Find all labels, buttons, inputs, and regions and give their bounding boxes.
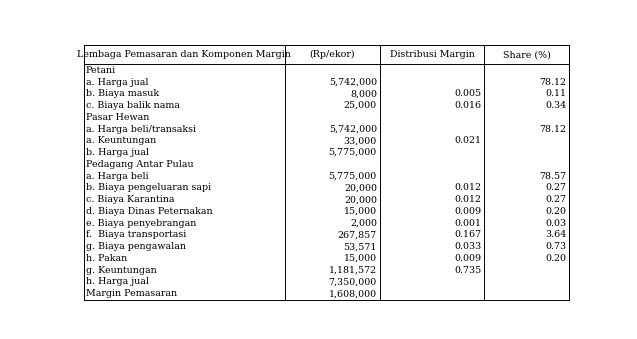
- Text: a. Harga beli: a. Harga beli: [85, 172, 148, 181]
- Text: 0.016: 0.016: [454, 101, 482, 110]
- Text: 0.021: 0.021: [454, 136, 482, 145]
- Text: 5,775,000: 5,775,000: [329, 172, 377, 181]
- Text: 20,000: 20,000: [344, 195, 377, 204]
- Text: 20,000: 20,000: [344, 183, 377, 193]
- Text: Pedagang Antar Pulau: Pedagang Antar Pulau: [85, 160, 193, 169]
- Text: 5,742,000: 5,742,000: [329, 125, 377, 134]
- Text: 0.167: 0.167: [454, 231, 482, 239]
- Text: 78.57: 78.57: [540, 172, 566, 181]
- Text: 0.20: 0.20: [545, 207, 566, 216]
- Text: 0.73: 0.73: [545, 242, 566, 251]
- Text: 78.12: 78.12: [540, 78, 566, 87]
- Text: 0.03: 0.03: [545, 219, 566, 228]
- Text: 15,000: 15,000: [344, 207, 377, 216]
- Text: 0.20: 0.20: [545, 254, 566, 263]
- Text: 1,181,572: 1,181,572: [329, 266, 377, 275]
- Text: 0.27: 0.27: [545, 195, 566, 204]
- Text: 7,350,000: 7,350,000: [329, 278, 377, 286]
- Text: a. Harga jual: a. Harga jual: [85, 78, 148, 87]
- Text: h. Pakan: h. Pakan: [85, 254, 127, 263]
- Text: 3.64: 3.64: [545, 231, 566, 239]
- Text: (Rp/ekor): (Rp/ekor): [310, 50, 355, 59]
- Text: f.  Biaya transportasi: f. Biaya transportasi: [85, 231, 186, 239]
- Text: g. Biaya pengawalan: g. Biaya pengawalan: [85, 242, 185, 251]
- Text: Petani: Petani: [85, 66, 116, 75]
- Text: Margin Pemasaran: Margin Pemasaran: [85, 289, 176, 298]
- Text: g. Keuntungan: g. Keuntungan: [85, 266, 156, 275]
- Text: 5,742,000: 5,742,000: [329, 78, 377, 87]
- Text: 0.012: 0.012: [454, 195, 482, 204]
- Text: b. Harga jual: b. Harga jual: [85, 148, 148, 157]
- Text: e. Biaya penyebrangan: e. Biaya penyebrangan: [85, 219, 196, 228]
- Text: 0.009: 0.009: [454, 254, 482, 263]
- Text: 8,000: 8,000: [350, 89, 377, 98]
- Text: 0.012: 0.012: [454, 183, 482, 193]
- Text: 0.009: 0.009: [454, 207, 482, 216]
- Text: 0.735: 0.735: [454, 266, 482, 275]
- Text: c. Biaya Karantina: c. Biaya Karantina: [85, 195, 174, 204]
- Text: Distribusi Margin: Distribusi Margin: [390, 50, 475, 59]
- Text: a. Keuntungan: a. Keuntungan: [85, 136, 156, 145]
- Text: 0.033: 0.033: [454, 242, 482, 251]
- Text: Pasar Hewan: Pasar Hewan: [85, 113, 149, 122]
- Text: 0.11: 0.11: [545, 89, 566, 98]
- Text: c. Biaya balik nama: c. Biaya balik nama: [85, 101, 180, 110]
- Text: 1,608,000: 1,608,000: [329, 289, 377, 298]
- Text: 25,000: 25,000: [344, 101, 377, 110]
- Text: 53,571: 53,571: [343, 242, 377, 251]
- Text: Share (%): Share (%): [503, 50, 551, 59]
- Text: 78.12: 78.12: [540, 125, 566, 134]
- Text: 0.005: 0.005: [454, 89, 482, 98]
- Text: 0.001: 0.001: [454, 219, 482, 228]
- Text: 5,775,000: 5,775,000: [329, 148, 377, 157]
- Text: 15,000: 15,000: [344, 254, 377, 263]
- Text: b. Biaya pengeluaran sapi: b. Biaya pengeluaran sapi: [85, 183, 211, 193]
- Text: Lembaga Pemasaran dan Komponen Margin: Lembaga Pemasaran dan Komponen Margin: [78, 50, 291, 59]
- Text: a. Harga beli/transaksi: a. Harga beli/transaksi: [85, 125, 196, 134]
- Text: 2,000: 2,000: [350, 219, 377, 228]
- Text: 0.34: 0.34: [545, 101, 566, 110]
- Text: h. Harga jual: h. Harga jual: [85, 278, 148, 286]
- Text: 33,000: 33,000: [344, 136, 377, 145]
- Text: b. Biaya masuk: b. Biaya masuk: [85, 89, 159, 98]
- Text: 0.27: 0.27: [545, 183, 566, 193]
- Text: d. Biaya Dinas Peternakan: d. Biaya Dinas Peternakan: [85, 207, 212, 216]
- Text: 267,857: 267,857: [338, 231, 377, 239]
